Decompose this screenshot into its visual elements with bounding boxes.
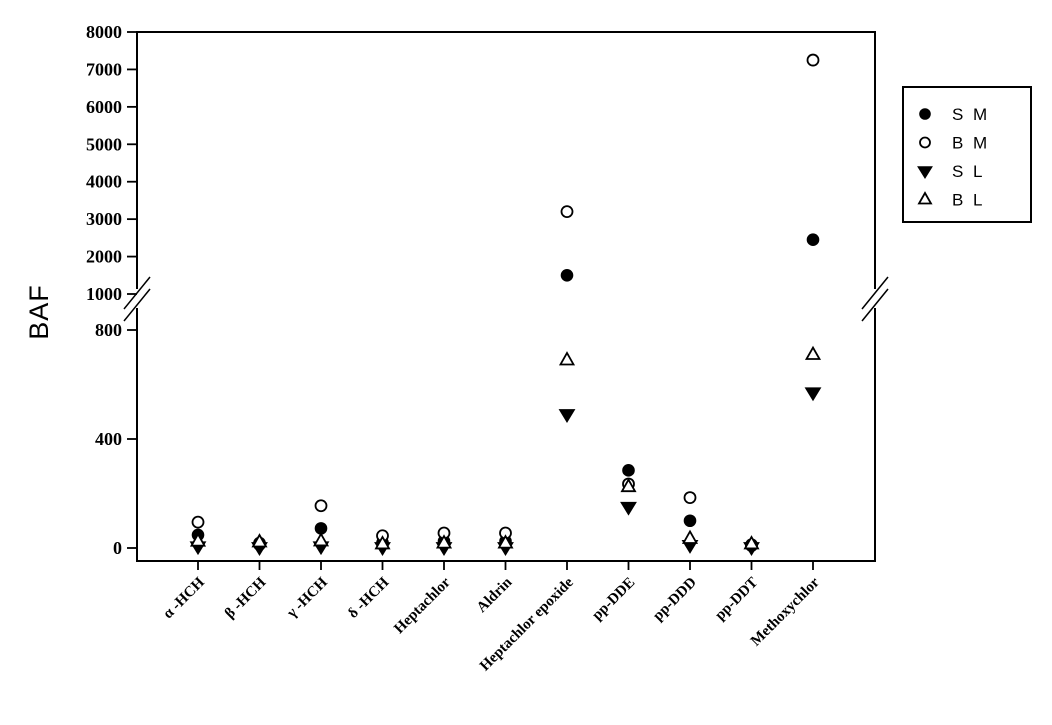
y-tick-label: 5000 — [86, 134, 122, 154]
y-tick-label: 3000 — [86, 209, 122, 229]
x-tick-label: α -HCH — [160, 574, 208, 622]
x-tick-label: pp-DDE — [589, 575, 638, 624]
data-point-sm — [683, 514, 697, 528]
data-point-sm — [622, 464, 635, 477]
axis-break-icon — [123, 288, 151, 322]
data-point-bl — [435, 534, 453, 549]
data-point-bl — [804, 345, 822, 360]
legend-label: B M — [952, 134, 990, 153]
x-tick-label: pp-DDD — [650, 574, 700, 624]
legend-marker-filled-triangle-down-icon — [917, 166, 933, 180]
x-tick-label: pp-DDT — [712, 575, 761, 624]
x-tick-label: δ -HCH — [345, 574, 392, 621]
x-tick-label: γ -HCH — [283, 574, 331, 622]
legend: S M B M S L B L — [902, 86, 1032, 223]
data-points — [189, 53, 822, 556]
axis-break-icon — [861, 276, 889, 310]
data-point-bl — [743, 535, 760, 550]
data-point-bm — [314, 499, 328, 513]
y-axis: 1000 2000 3000 4000 5000 6000 7000 8000 0 400 800 — [86, 22, 137, 558]
y-tick-label: 4000 — [86, 172, 122, 192]
y-tick-label: 400 — [95, 429, 122, 449]
data-point-bl — [374, 535, 391, 550]
x-tick-label: Heptachlor — [391, 574, 454, 637]
data-point-sm — [806, 233, 820, 247]
data-point-bl — [681, 529, 699, 544]
legend-marker-filled-circle-icon — [919, 108, 931, 120]
data-point-bl — [558, 351, 576, 366]
y-tick-label: 2000 — [86, 247, 122, 267]
axis-break-icon — [123, 276, 151, 310]
y-axis-title: BAF — [24, 284, 54, 340]
y-tick-label: 1000 — [86, 284, 122, 304]
data-point-bm — [683, 491, 697, 504]
y-tick-label: 6000 — [86, 97, 122, 117]
data-point-bl — [312, 532, 330, 547]
data-point-bl — [620, 477, 637, 493]
data-point-sl — [804, 387, 822, 402]
data-point-sl — [558, 409, 576, 424]
legend-label: S M — [952, 105, 990, 124]
y-tick-label: 0 — [113, 538, 122, 558]
data-point-bl — [251, 533, 268, 548]
x-tick-label: β -HCH — [222, 574, 269, 621]
legend-label: B L — [952, 191, 985, 210]
y-tick-label: 8000 — [86, 22, 122, 42]
y-tick-label: 7000 — [86, 59, 122, 79]
legend-marker-open-circle-icon — [919, 136, 931, 149]
axis-break-icon — [861, 288, 889, 322]
data-point-bl — [497, 534, 514, 549]
data-point-sl — [620, 501, 637, 516]
data-point-bl — [189, 532, 207, 547]
x-tick-label: Aldrin — [474, 574, 516, 616]
legend-marker-open-triangle-up-icon — [917, 191, 933, 205]
data-point-bm — [806, 53, 820, 67]
y-tick-label: 800 — [95, 320, 122, 340]
data-point-sm — [560, 268, 574, 282]
plot-frame — [123, 31, 889, 562]
data-point-bm — [560, 205, 574, 219]
data-point-bm — [191, 515, 205, 529]
legend-label: S L — [952, 162, 985, 181]
